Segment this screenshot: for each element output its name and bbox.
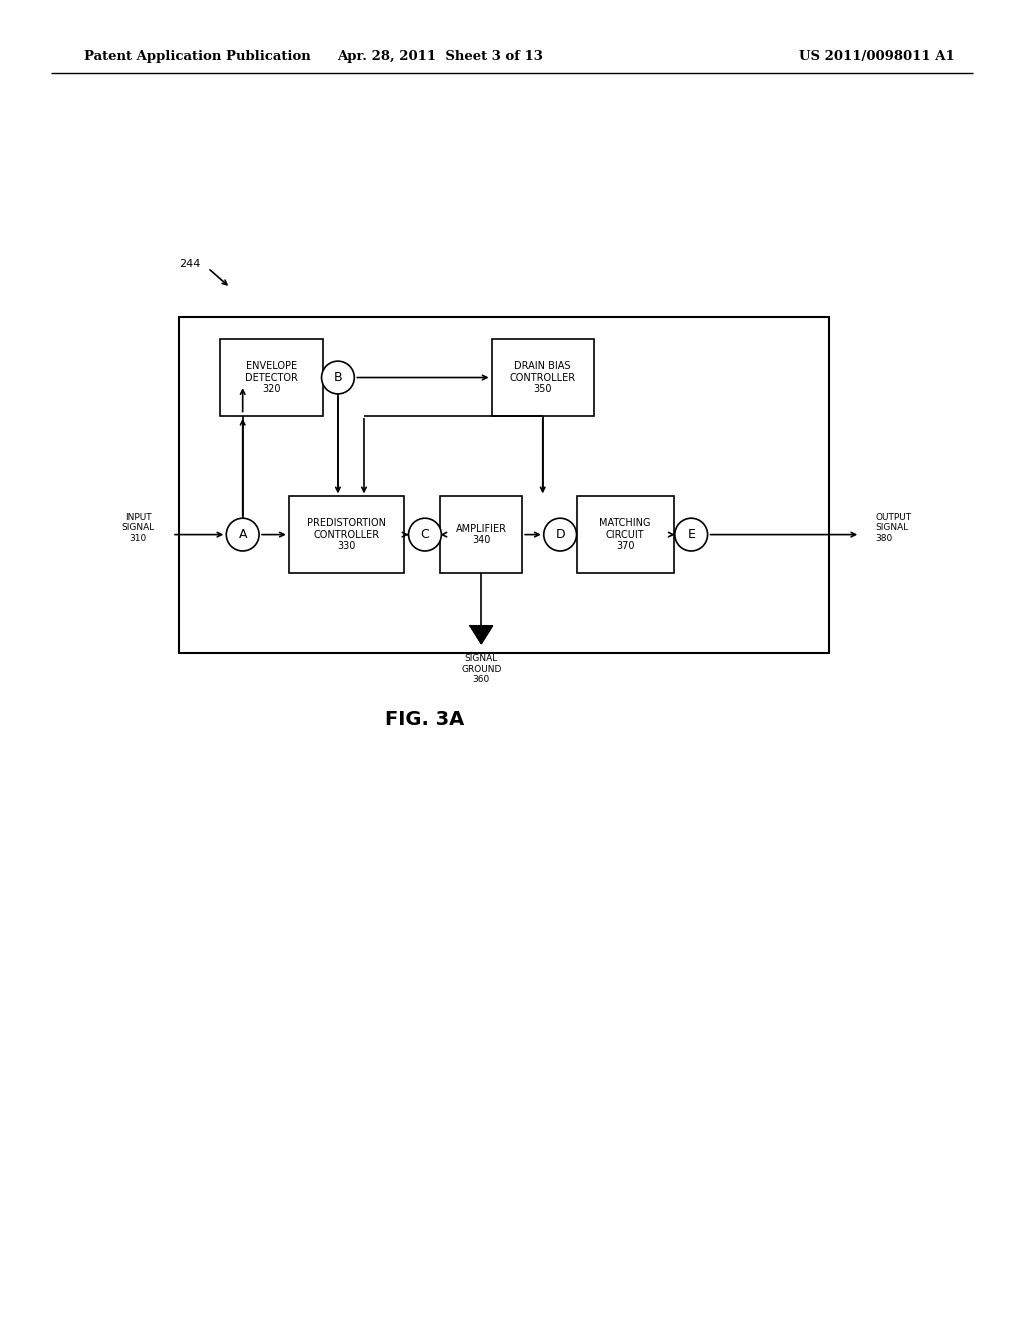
Ellipse shape [226,519,259,550]
Bar [220,339,323,416]
Bar [179,317,829,653]
Polygon shape [470,626,493,644]
Text: DRAIN BIAS
CONTROLLER
350: DRAIN BIAS CONTROLLER 350 [510,360,575,395]
Text: US 2011/0098011 A1: US 2011/0098011 A1 [799,50,954,63]
Text: AMPLIFIER
340: AMPLIFIER 340 [456,524,507,545]
Ellipse shape [322,362,354,393]
Bar [492,339,594,416]
Ellipse shape [675,519,708,550]
Text: Patent Application Publication: Patent Application Publication [84,50,310,63]
Text: D: D [555,528,565,541]
Text: B: B [334,371,342,384]
Text: C: C [421,528,429,541]
Text: MATCHING
CIRCUIT
370: MATCHING CIRCUIT 370 [599,517,651,552]
Text: Apr. 28, 2011  Sheet 3 of 13: Apr. 28, 2011 Sheet 3 of 13 [337,50,544,63]
Bar [440,496,522,573]
Ellipse shape [544,519,577,550]
Text: E: E [687,528,695,541]
Text: FIG. 3A: FIG. 3A [385,710,465,729]
Text: SIGNAL
GROUND
360: SIGNAL GROUND 360 [461,655,502,684]
Ellipse shape [409,519,441,550]
Text: OUTPUT
SIGNAL
380: OUTPUT SIGNAL 380 [876,513,911,543]
Bar [289,496,404,573]
Text: A: A [239,528,247,541]
Text: 244: 244 [179,259,201,269]
Bar [577,496,674,573]
Text: PREDISTORTION
CONTROLLER
330: PREDISTORTION CONTROLLER 330 [307,517,386,552]
Text: INPUT
SIGNAL
310: INPUT SIGNAL 310 [122,513,155,543]
Text: ENVELOPE
DETECTOR
320: ENVELOPE DETECTOR 320 [245,360,298,395]
